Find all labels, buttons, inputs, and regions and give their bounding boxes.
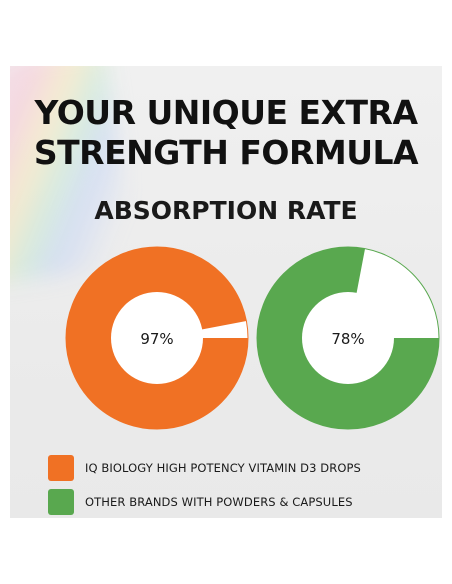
headline-line-1: YOUR UNIQUE EXTRA xyxy=(34,93,419,132)
legend-item-other-brands: OTHER BRANDS WITH POWDERS & CAPSULES xyxy=(48,489,353,515)
donut-center-label: 97% xyxy=(140,330,173,348)
legend-swatch-green xyxy=(48,489,74,515)
legend-swatch-orange xyxy=(48,455,74,481)
headline-line-2: STRENGTH FORMULA xyxy=(33,133,419,172)
donut-chart-other-brands: 78% xyxy=(256,246,440,430)
infographic-card: YOUR UNIQUE EXTRA STRENGTH FORMULA ABSOR… xyxy=(10,66,442,518)
legend-label: OTHER BRANDS WITH POWDERS & CAPSULES xyxy=(85,495,353,509)
donut-hole xyxy=(111,292,203,384)
donut-hole xyxy=(302,292,394,384)
legend-label: IQ BIOLOGY HIGH POTENCY VITAMIN D3 DROPS xyxy=(85,461,361,475)
legend-item-iq-biology: IQ BIOLOGY HIGH POTENCY VITAMIN D3 DROPS xyxy=(48,455,361,481)
chart-title: ABSORPTION RATE xyxy=(94,196,358,225)
donut-chart-iq-biology: 97% xyxy=(65,246,249,430)
donut-center-label: 78% xyxy=(331,330,364,348)
